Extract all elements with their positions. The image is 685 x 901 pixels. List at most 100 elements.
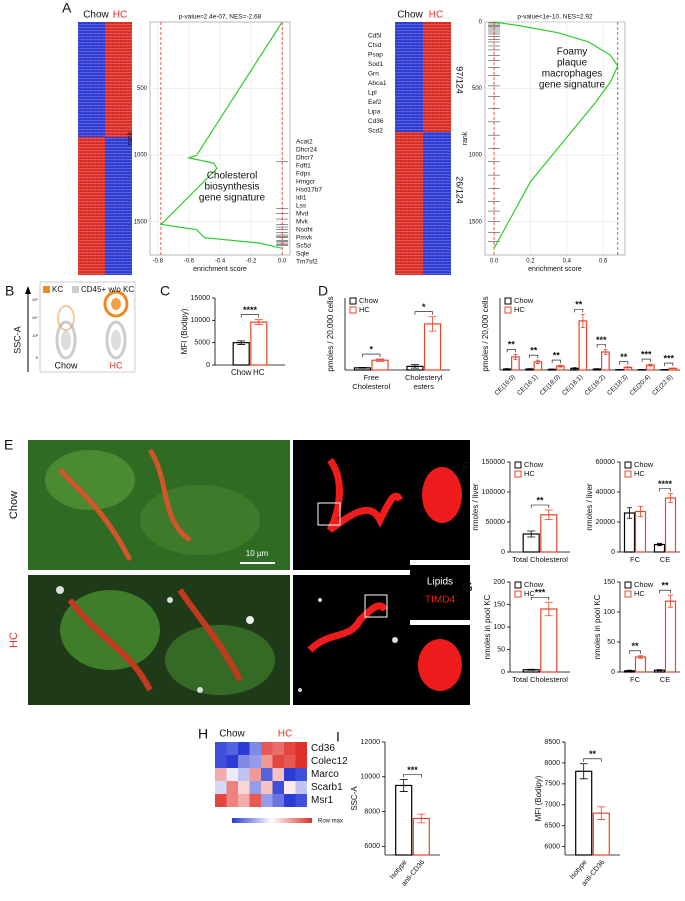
- gene-label: Hmgcr: [296, 179, 316, 186]
- y-tick-label: 6000: [364, 843, 380, 850]
- y-tick-label: 20000: [596, 519, 616, 526]
- row-label: Chow: [8, 491, 20, 519]
- legend-label: CD45+ w/o KC: [81, 285, 134, 294]
- x-tick-label: Cholesterol: [352, 382, 390, 391]
- x-tick-label: CE: [660, 675, 670, 684]
- y-tick-label: 150: [603, 579, 615, 586]
- x-axis-label: enrichment score: [193, 266, 247, 273]
- x-tick-label: 0.0: [278, 259, 287, 265]
- y-tick-label: 150000: [482, 459, 505, 466]
- y-axis-label: nmoles in pool KC: [483, 594, 492, 659]
- color-scale: [232, 818, 312, 823]
- gene-label: Fdps: [296, 171, 311, 178]
- error-bar: [544, 601, 553, 617]
- color-scale-label: Row max: [318, 819, 343, 825]
- heatmap-cell: [284, 781, 296, 794]
- error-bar: [358, 367, 367, 369]
- significance-label: **: [620, 352, 628, 362]
- y-tick-label: 40000: [596, 489, 616, 496]
- microscopy: [28, 440, 470, 705]
- heatmap-cell: [238, 768, 250, 781]
- legend-swatch: [349, 297, 357, 305]
- y-axis-label: MFI (Bodipy): [534, 775, 543, 821]
- x-tick-label: FC: [630, 555, 641, 564]
- heatmap-cell: [238, 742, 250, 755]
- y-tick-label: 15000: [191, 295, 211, 302]
- x-tick-label: 0.6: [599, 259, 608, 265]
- group-label: HC: [278, 729, 292, 740]
- legend-label: HC: [524, 469, 535, 478]
- error-bar: [597, 806, 606, 820]
- group-label: HC: [113, 10, 127, 21]
- heatmap-cell: [272, 794, 284, 807]
- heatmap-cell: [284, 755, 296, 768]
- y-tick-label: 6500: [544, 823, 560, 830]
- gene-label: Sc5d: [296, 243, 311, 250]
- legend-label: Chow: [514, 296, 534, 305]
- flow-plot: [25, 281, 136, 373]
- heatmap-cell: [261, 794, 273, 807]
- significance-bracket: [574, 309, 584, 313]
- error-bar: [626, 366, 630, 369]
- bar: [540, 608, 558, 673]
- x-tick-label: CE(20:4): [629, 374, 652, 397]
- group-label: Chow: [219, 729, 245, 740]
- gene-label: Cd36: [311, 743, 335, 754]
- gene-label: Scd2: [368, 128, 383, 135]
- gene-label: Psap: [368, 52, 383, 59]
- error-bar: [595, 368, 599, 370]
- heatmap-cell: [215, 794, 227, 807]
- y-tick-label: 6000: [544, 843, 560, 850]
- error-bar: [527, 368, 532, 370]
- legend-swatch: [504, 297, 512, 305]
- heatmap-cell: [295, 781, 307, 794]
- significance-label: ***: [641, 349, 652, 359]
- gene-label: Sqle: [296, 251, 309, 258]
- gene-label: Fdft1: [296, 163, 311, 170]
- heatmap-cell: [249, 781, 261, 794]
- legend-label: Lipids: [427, 577, 453, 588]
- error-bar: [376, 358, 385, 362]
- y-tick-label: 8000: [364, 808, 380, 815]
- error-bar: [410, 364, 419, 369]
- gene-label: Mvd: [296, 211, 309, 218]
- heatmap-cell: [272, 781, 284, 794]
- error-bar: [657, 542, 662, 547]
- bar: [540, 514, 558, 553]
- x-tick-label: -0.8: [153, 259, 164, 265]
- significance-bracket: [529, 354, 539, 359]
- y-axis-label: nmoles / liver: [585, 483, 594, 530]
- heatmap-cell: [295, 755, 307, 768]
- signature-label: plaque: [557, 58, 587, 69]
- heatmap-cell: [238, 781, 250, 794]
- y-axis-label: SSC-A: [350, 786, 359, 811]
- heatmap-cell: [226, 781, 238, 794]
- panel-letter: C: [160, 283, 170, 299]
- legend-swatch: [624, 461, 632, 469]
- panel-letter: G: [462, 579, 473, 595]
- panel-letter: D: [318, 283, 328, 299]
- heatmap-cell: [284, 742, 296, 755]
- error-bar: [668, 594, 673, 608]
- gene-label: Cd5l: [368, 33, 382, 40]
- legend-label: HC: [524, 589, 535, 598]
- y-axis-label: pmoles / 20,000 cells: [326, 296, 335, 371]
- significance-label: **: [631, 641, 639, 651]
- error-bar: [572, 367, 577, 370]
- y-tick-label: 0: [479, 20, 483, 26]
- heatmap-cell: [295, 794, 307, 807]
- legend-swatch: [504, 306, 512, 314]
- heatmap-cell: [261, 742, 273, 755]
- significance-bracket: [362, 353, 381, 358]
- group-label: Chow: [54, 360, 78, 370]
- x-tick-label: CE(18:3): [606, 374, 629, 397]
- heatmap-cell: [272, 755, 284, 768]
- error-bar: [657, 669, 662, 672]
- fraction: 97/124: [455, 66, 465, 94]
- legend-label: TIMD4: [425, 595, 455, 606]
- legend-swatch: [514, 581, 522, 589]
- x-tick-label: esters: [414, 382, 435, 391]
- heatmap-cell: [295, 742, 307, 755]
- heatmap-cell: [249, 742, 261, 755]
- heatmap-cell: [226, 755, 238, 768]
